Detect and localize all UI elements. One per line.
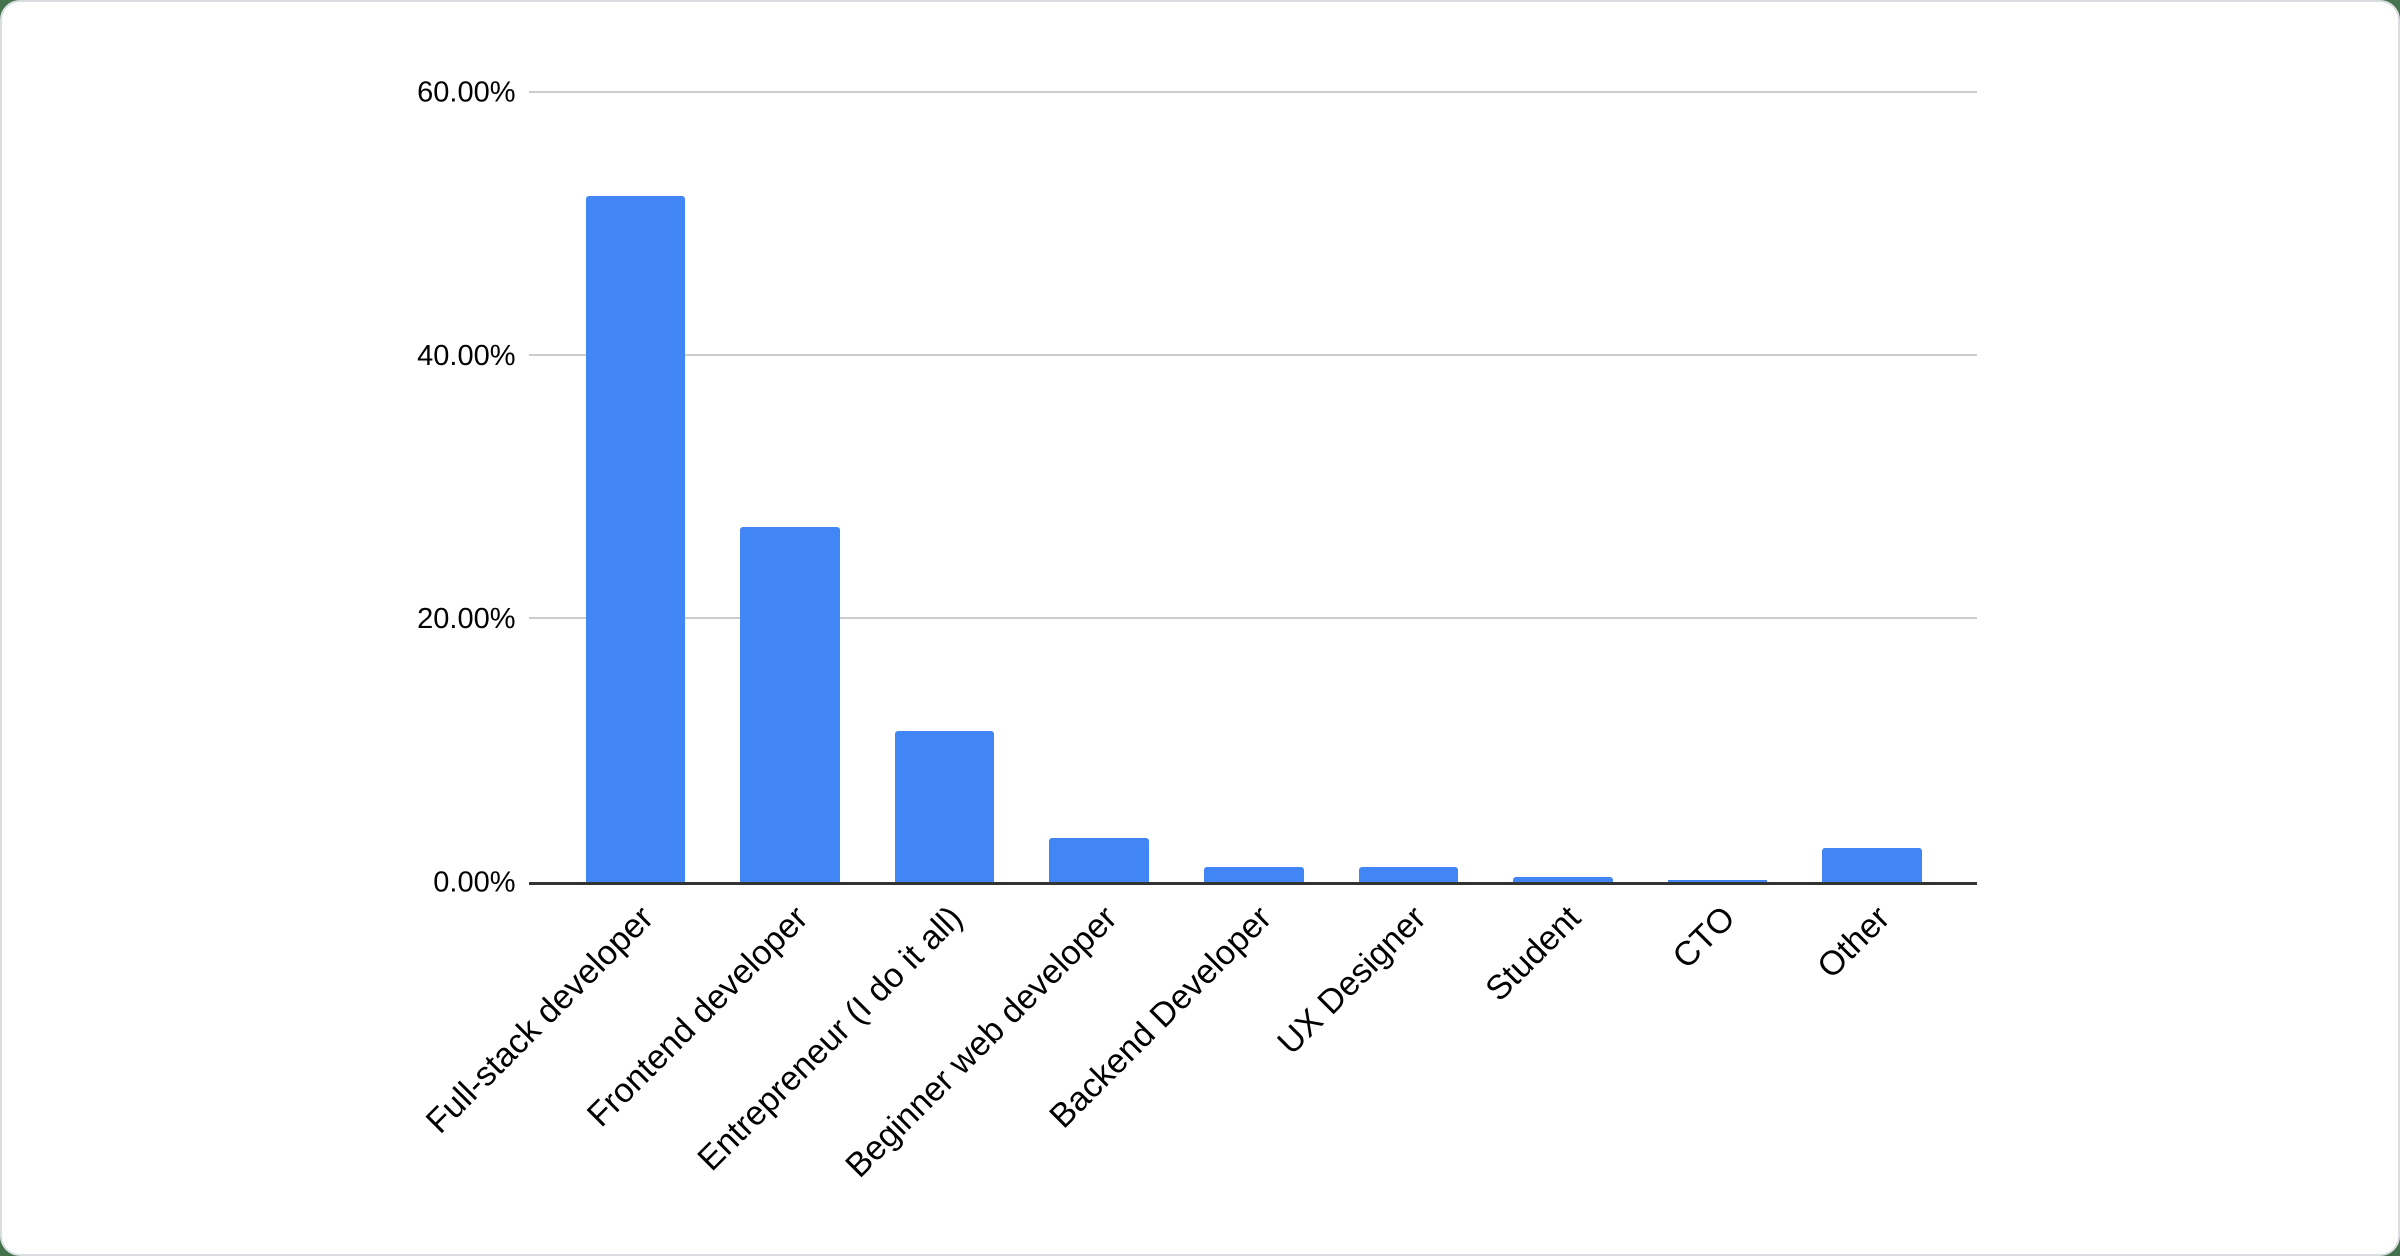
svg-text:60.00%: 60.00% (417, 77, 515, 109)
svg-text:40.00%: 40.00% (417, 340, 515, 372)
svg-text:Other: Other (1810, 899, 1897, 986)
svg-text:Beginner web developer: Beginner web developer (838, 899, 1124, 1185)
svg-text:CTO: CTO (1665, 899, 1742, 976)
svg-text:20.00%: 20.00% (417, 603, 515, 635)
svg-text:0.00%: 0.00% (433, 866, 515, 898)
svg-text:Entrepreneur (I do it all): Entrepreneur (I do it all) (690, 899, 969, 1178)
svg-text:Student: Student (1478, 898, 1588, 1008)
svg-text:UX Designer: UX Designer (1270, 899, 1433, 1062)
